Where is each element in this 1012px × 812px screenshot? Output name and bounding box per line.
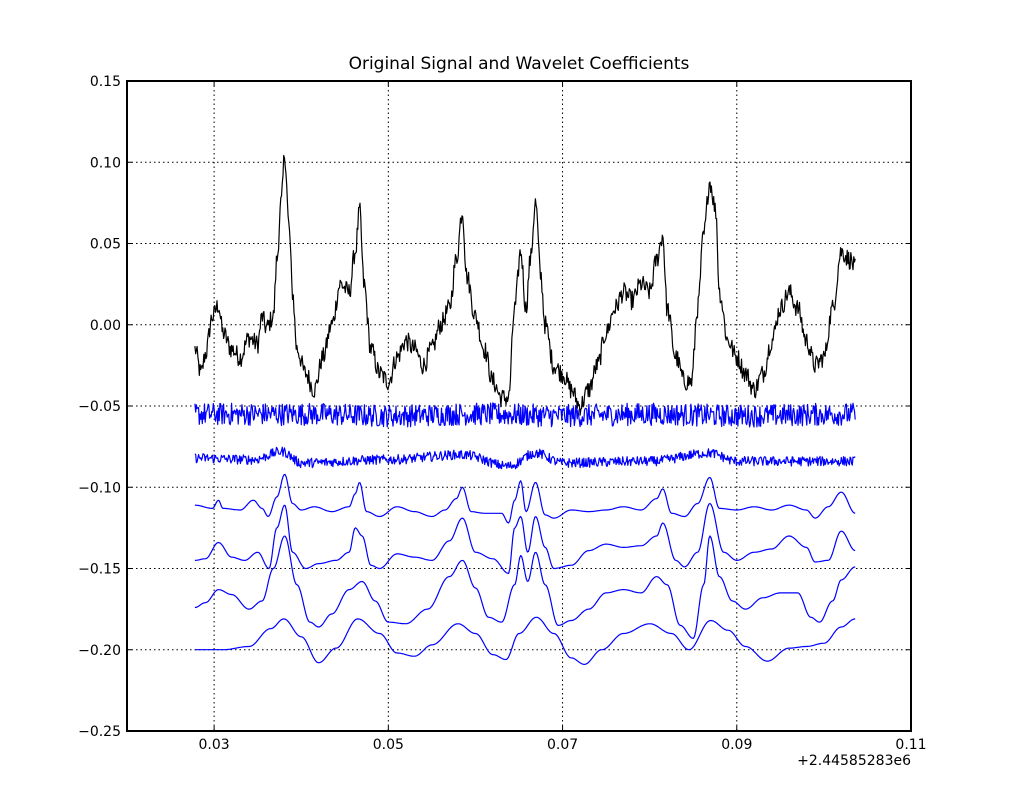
series-line-wavelet-coefficient-5 (194, 535, 856, 639)
y-tick-labels: 0.15 0.10 0.05 0.00 −0.05 −0.10 −0.15 −0.20 −0.2… (78, 74, 121, 740)
x-tick-label: 0.03 (199, 737, 230, 753)
chart-title: Original Signal and Wavelet Coefficients (349, 54, 690, 74)
series-layer (194, 154, 856, 665)
series-line-wavelet-coefficient-4 (194, 502, 856, 574)
y-tick-label: 0.10 (90, 155, 121, 171)
y-tick-label: −0.20 (78, 643, 121, 659)
x-tick-label: 0.07 (547, 737, 578, 753)
y-tick-label: −0.15 (78, 562, 121, 578)
x-tick-label: 0.05 (373, 737, 404, 753)
y-tick-label: −0.05 (78, 399, 121, 415)
x-offset-label: +2.44585283e6 (797, 753, 911, 769)
y-tick-label: 0.00 (90, 318, 121, 334)
y-tick-label: 0.05 (90, 237, 121, 253)
plot-frame (126, 80, 912, 732)
series-line-original-signal (194, 154, 856, 416)
x-tick-labels: 0.03 0.05 0.07 0.09 0.11 (199, 737, 927, 753)
x-tick-label: 0.09 (721, 737, 752, 753)
y-tick-label: 0.15 (90, 74, 121, 90)
series-line-wavelet-coefficient-3 (194, 474, 856, 524)
y-tick-label: −0.10 (78, 480, 121, 496)
series-line-wavelet-coefficient-1 (194, 402, 856, 428)
x-tick-label: 0.11 (895, 737, 926, 753)
series-line-wavelet-coefficient-2 (194, 446, 856, 470)
y-tick-label: −0.25 (78, 724, 121, 740)
series-line-wavelet-coefficient-6 (194, 616, 856, 665)
